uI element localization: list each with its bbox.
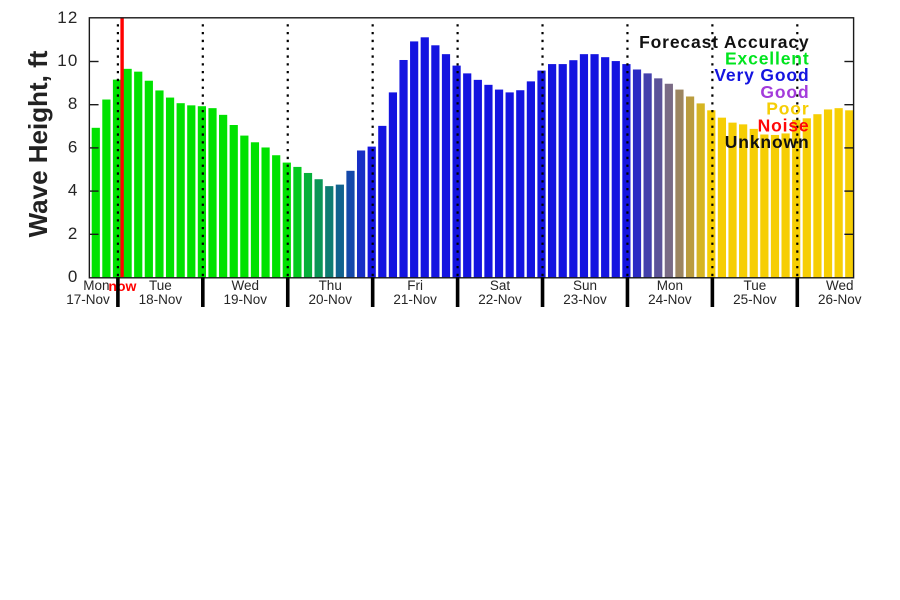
svg-text:Wed: Wed (232, 278, 260, 293)
svg-text:Very Good: Very Good (714, 65, 809, 85)
svg-text:Unknown: Unknown (725, 132, 810, 152)
svg-text:Sat: Sat (490, 278, 511, 293)
svg-text:6: 6 (68, 137, 79, 156)
svg-text:25-Nov: 25-Nov (733, 292, 777, 307)
svg-text:Mon: Mon (83, 278, 109, 293)
svg-text:23-Nov: 23-Nov (563, 292, 607, 307)
svg-text:24-Nov: 24-Nov (648, 292, 692, 307)
svg-text:Mon: Mon (657, 278, 683, 293)
svg-text:4: 4 (68, 181, 79, 200)
svg-text:19-Nov: 19-Nov (224, 292, 268, 307)
svg-text:26-Nov: 26-Nov (818, 292, 862, 307)
svg-text:20-Nov: 20-Nov (308, 292, 352, 307)
svg-text:10: 10 (57, 51, 78, 70)
svg-text:12: 12 (57, 8, 78, 27)
svg-text:0: 0 (68, 267, 79, 286)
svg-text:Thu: Thu (319, 278, 342, 293)
svg-text:Wed: Wed (826, 278, 854, 293)
svg-text:17-Nov: 17-Nov (66, 292, 110, 307)
svg-text:18-Nov: 18-Nov (139, 292, 183, 307)
svg-text:Poor: Poor (766, 99, 809, 119)
svg-text:8: 8 (68, 94, 79, 113)
svg-text:22-Nov: 22-Nov (478, 292, 522, 307)
svg-text:2: 2 (68, 224, 79, 243)
svg-text:Good: Good (760, 82, 809, 102)
svg-text:Wave Height, ft: Wave Height, ft (23, 50, 53, 237)
svg-text:Tue: Tue (743, 278, 766, 293)
svg-text:Noise: Noise (758, 115, 810, 135)
svg-text:Excellent: Excellent (725, 49, 810, 69)
svg-text:21-Nov: 21-Nov (393, 292, 437, 307)
svg-text:now: now (108, 278, 136, 294)
svg-text:Tue: Tue (149, 278, 172, 293)
svg-text:Sun: Sun (573, 278, 597, 293)
svg-text:Forecast Accuracy: Forecast Accuracy (639, 32, 809, 52)
svg-text:Fri: Fri (407, 278, 423, 293)
